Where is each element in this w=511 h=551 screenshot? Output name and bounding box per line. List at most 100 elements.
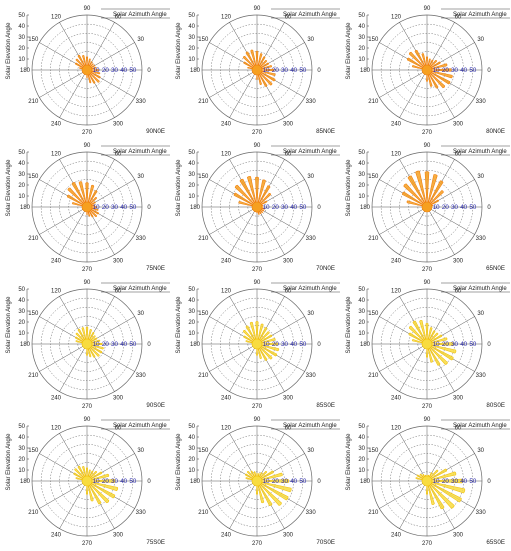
angle-tick-label: 330	[476, 99, 487, 105]
elevation-scale-tick-label: 50	[18, 424, 25, 430]
data-core	[422, 476, 432, 486]
angle-tick-label: 120	[391, 14, 402, 20]
angle-tick-label: 300	[113, 122, 124, 128]
legend: Solar Azimuth Angle	[441, 9, 510, 18]
angle-tick-label: 150	[198, 311, 209, 317]
panel-label: 70S0E	[316, 539, 335, 546]
elevation-scale-tick-label: 20	[358, 320, 365, 326]
angle-tick-label: 210	[28, 99, 39, 105]
radial-tick-label: 10	[263, 478, 270, 485]
elevation-scale-tick-label: 30	[358, 309, 365, 315]
elevation-scale-tick-label: 20	[18, 320, 25, 326]
grid-spoke	[39, 70, 87, 98]
radial-tick-label: 50	[129, 67, 136, 74]
radial-tick-label: 10	[93, 67, 100, 74]
angle-tick-label: 90	[254, 6, 261, 12]
y-axis-label: Solar Elevation Angle	[176, 433, 182, 491]
elevation-scale-tick-label: 30	[358, 446, 365, 452]
legend-label: Solar Azimuth Angle	[113, 286, 167, 292]
y-axis-label: Solar Elevation Angle	[346, 296, 352, 354]
elevation-scale-tick-label: 40	[18, 435, 25, 441]
radial-tick-label: 10	[433, 204, 440, 211]
grid-spoke	[400, 70, 428, 118]
legend-label: Solar Azimuth Angle	[453, 149, 507, 155]
angle-tick-label: 0	[147, 479, 151, 485]
angle-tick-label: 330	[306, 99, 317, 105]
elevation-scale-tick-label: 10	[188, 331, 195, 337]
radial-tick-label: 20	[102, 478, 109, 485]
panel-label: 80N0E	[486, 128, 505, 135]
angle-tick-label: 180	[360, 205, 371, 211]
legend: Solar Azimuth Angle	[101, 146, 170, 155]
grid-spoke	[257, 207, 305, 235]
angle-tick-label: 240	[51, 122, 62, 128]
radial-tick-label: 10	[433, 341, 440, 348]
angle-tick-label: 150	[368, 311, 379, 317]
radial-tick-label: 30	[111, 478, 118, 485]
elevation-scale-tick-label: 10	[358, 194, 365, 200]
grid-spoke	[39, 207, 87, 235]
radial-tick-label: 30	[111, 204, 118, 211]
angle-tick-label: 330	[306, 510, 317, 516]
legend: Solar Azimuth Angle	[271, 9, 340, 18]
radial-tick-label: 40	[120, 204, 127, 211]
angle-tick-label: 240	[51, 396, 62, 402]
elevation-scale-tick-label: 40	[188, 435, 195, 441]
elevation-scale-tick-label: 30	[18, 309, 25, 315]
radial-tick-label: 50	[469, 204, 476, 211]
data-core	[252, 476, 262, 486]
legend: Solar Azimuth Angle	[441, 283, 510, 292]
panel-label: 70N0E	[316, 265, 335, 272]
elevation-scale-tick-label: 20	[358, 457, 365, 463]
grid-spoke	[379, 481, 427, 509]
y-axis-label: Solar Elevation Angle	[6, 296, 12, 354]
angle-tick-label: 330	[306, 373, 317, 379]
angle-tick-label: 210	[28, 373, 39, 379]
elevation-scale-tick-label: 50	[358, 424, 365, 430]
angle-tick-label: 0	[317, 68, 321, 74]
angle-tick-label: 330	[136, 510, 147, 516]
angle-tick-label: 240	[391, 396, 402, 402]
angle-tick-label: 150	[28, 311, 39, 317]
legend-label: Solar Azimuth Angle	[283, 286, 337, 292]
panel-label: 80S0E	[486, 402, 505, 409]
elevation-scale-tick-label: 10	[18, 57, 25, 63]
angle-tick-label: 270	[422, 541, 433, 547]
panel-label: 75S0E	[146, 539, 165, 546]
angle-tick-label: 180	[360, 342, 371, 348]
grid-spoke	[427, 207, 455, 255]
grid-spoke	[379, 70, 427, 98]
radial-tick-label: 40	[120, 67, 127, 74]
radial-tick-label: 50	[129, 478, 136, 485]
legend: Solar Azimuth Angle	[271, 420, 340, 429]
radial-tick-label: 40	[290, 341, 297, 348]
angle-tick-label: 30	[137, 174, 144, 180]
radial-tick-label: 20	[272, 67, 279, 74]
angle-tick-label: 300	[113, 396, 124, 402]
angle-tick-label: 150	[368, 37, 379, 43]
angle-tick-label: 210	[28, 236, 39, 242]
legend-label: Solar Azimuth Angle	[453, 12, 507, 18]
angle-tick-label: 0	[147, 68, 151, 74]
angle-tick-label: 0	[147, 205, 151, 211]
angle-tick-label: 180	[20, 479, 31, 485]
radial-tick-label: 10	[93, 204, 100, 211]
angle-tick-label: 300	[283, 533, 294, 539]
radial-tick-label: 30	[281, 341, 288, 348]
radial-tick-label: 30	[111, 341, 118, 348]
angle-tick-label: 30	[137, 448, 144, 454]
angle-tick-label: 90	[254, 143, 261, 149]
elevation-scale-tick-label: 10	[358, 331, 365, 337]
elevation-scale-tick-label: 20	[188, 46, 195, 52]
elevation-scale-tick-label: 20	[18, 457, 25, 463]
y-axis-label: Solar Elevation Angle	[6, 159, 12, 217]
radial-tick-label: 20	[102, 67, 109, 74]
angle-tick-label: 300	[283, 259, 294, 265]
angle-tick-label: 330	[476, 236, 487, 242]
